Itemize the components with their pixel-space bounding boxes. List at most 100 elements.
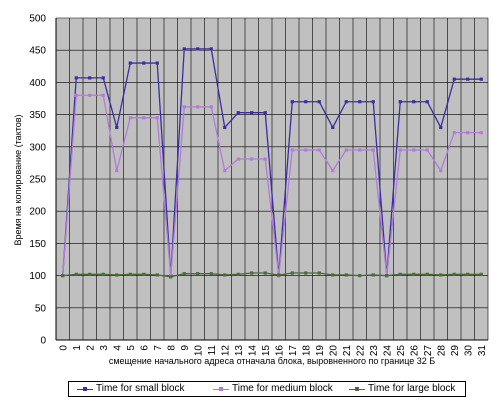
x-tick-label: 18 bbox=[301, 345, 312, 357]
data-point bbox=[115, 273, 119, 277]
data-point bbox=[88, 272, 92, 276]
legend-marker-medium bbox=[219, 387, 223, 391]
data-point bbox=[466, 272, 470, 276]
legend-marker-large bbox=[355, 387, 359, 391]
data-point bbox=[344, 148, 348, 152]
x-tick-label: 2 bbox=[85, 345, 96, 351]
data-point bbox=[371, 273, 375, 277]
legend-label-large: Time for large block bbox=[368, 383, 456, 394]
data-point bbox=[290, 148, 294, 152]
y-tick-label: 150 bbox=[29, 239, 46, 250]
data-point bbox=[101, 93, 105, 97]
data-point bbox=[209, 47, 213, 51]
data-point bbox=[169, 275, 173, 279]
data-point bbox=[398, 148, 402, 152]
data-point bbox=[466, 77, 470, 81]
data-point bbox=[182, 272, 186, 276]
data-point bbox=[304, 271, 308, 275]
data-point bbox=[263, 157, 267, 161]
x-tick-label: 14 bbox=[247, 345, 258, 357]
data-point bbox=[142, 116, 146, 120]
data-point bbox=[425, 100, 429, 104]
data-point bbox=[385, 274, 389, 278]
x-tick-label: 6 bbox=[139, 345, 150, 351]
data-point bbox=[182, 105, 186, 109]
data-point bbox=[196, 272, 200, 276]
data-point bbox=[155, 116, 159, 120]
x-tick-label: 9 bbox=[180, 345, 191, 351]
series-line bbox=[62, 48, 482, 276]
x-tick-label: 17 bbox=[288, 345, 299, 357]
legend-label-medium: Time for medium block bbox=[232, 383, 333, 394]
data-point bbox=[223, 169, 227, 173]
x-tick-label: 24 bbox=[382, 345, 393, 357]
x-axis-title: смещение начального адреса отначала блок… bbox=[109, 356, 435, 366]
x-axis-ticks: 0 1 2 3 4 5 6 7 8 9 10 11 12 13 14 15 16 17 18 19 20 21 22 23 24… bbox=[58, 345, 488, 357]
x-tick-label: 1 bbox=[72, 345, 83, 351]
data-point bbox=[412, 272, 416, 276]
x-tick-label: 29 bbox=[450, 345, 461, 357]
data-point bbox=[223, 125, 227, 130]
data-point bbox=[263, 271, 267, 275]
x-tick-label: 31 bbox=[477, 345, 488, 357]
y-tick-label: 400 bbox=[29, 78, 46, 89]
data-point bbox=[115, 125, 119, 130]
data-point bbox=[317, 100, 321, 104]
x-tick-label: 28 bbox=[436, 345, 447, 357]
data-point bbox=[358, 148, 362, 152]
data-point bbox=[128, 272, 132, 276]
data-point bbox=[182, 47, 186, 51]
data-point bbox=[317, 148, 321, 152]
data-point bbox=[263, 111, 267, 115]
data-point bbox=[452, 77, 456, 81]
data-point bbox=[304, 148, 308, 152]
data-point bbox=[277, 273, 281, 277]
data-point bbox=[88, 93, 92, 97]
x-tick-label: 22 bbox=[355, 345, 366, 357]
x-tick-label: 19 bbox=[315, 345, 326, 357]
x-tick-label: 5 bbox=[126, 345, 137, 351]
x-tick-label: 0 bbox=[58, 345, 69, 351]
data-point bbox=[344, 273, 348, 277]
x-tick-label: 13 bbox=[234, 345, 245, 357]
y-tick-label: 500 bbox=[29, 14, 46, 25]
data-point bbox=[331, 169, 335, 173]
x-tick-label: 12 bbox=[220, 345, 231, 357]
legend-marker-small bbox=[83, 387, 87, 391]
x-tick-label: 21 bbox=[342, 345, 353, 357]
data-point bbox=[479, 77, 483, 81]
x-tick-label: 11 bbox=[207, 345, 218, 356]
data-point bbox=[155, 273, 159, 277]
data-point bbox=[101, 76, 105, 80]
x-tick-label: 15 bbox=[261, 345, 272, 357]
data-point bbox=[290, 100, 294, 104]
data-point bbox=[358, 100, 362, 104]
x-tick-label: 3 bbox=[99, 345, 110, 351]
x-tick-label: 10 bbox=[193, 345, 204, 357]
y-tick-label: 450 bbox=[29, 46, 46, 57]
data-point bbox=[425, 272, 429, 276]
legend: Time for small block Time for medium blo… bbox=[68, 381, 466, 397]
x-tick-label: 30 bbox=[463, 345, 474, 357]
data-point bbox=[290, 271, 294, 275]
data-point bbox=[88, 76, 92, 80]
data-point bbox=[250, 157, 254, 161]
data-point bbox=[452, 272, 456, 276]
y-tick-label: 50 bbox=[35, 303, 47, 314]
data-point bbox=[344, 100, 348, 104]
data-point bbox=[317, 271, 321, 275]
series-line bbox=[62, 94, 482, 276]
data-point bbox=[439, 169, 443, 173]
data-point bbox=[236, 111, 240, 115]
data-point bbox=[196, 47, 200, 51]
series-group bbox=[61, 47, 483, 279]
data-point bbox=[209, 105, 213, 109]
x-tick-label: 27 bbox=[423, 345, 434, 357]
data-point bbox=[128, 61, 132, 65]
data-point bbox=[101, 272, 105, 276]
data-point bbox=[371, 148, 375, 152]
data-point bbox=[128, 116, 132, 120]
data-point bbox=[398, 272, 402, 276]
data-point bbox=[74, 272, 78, 276]
